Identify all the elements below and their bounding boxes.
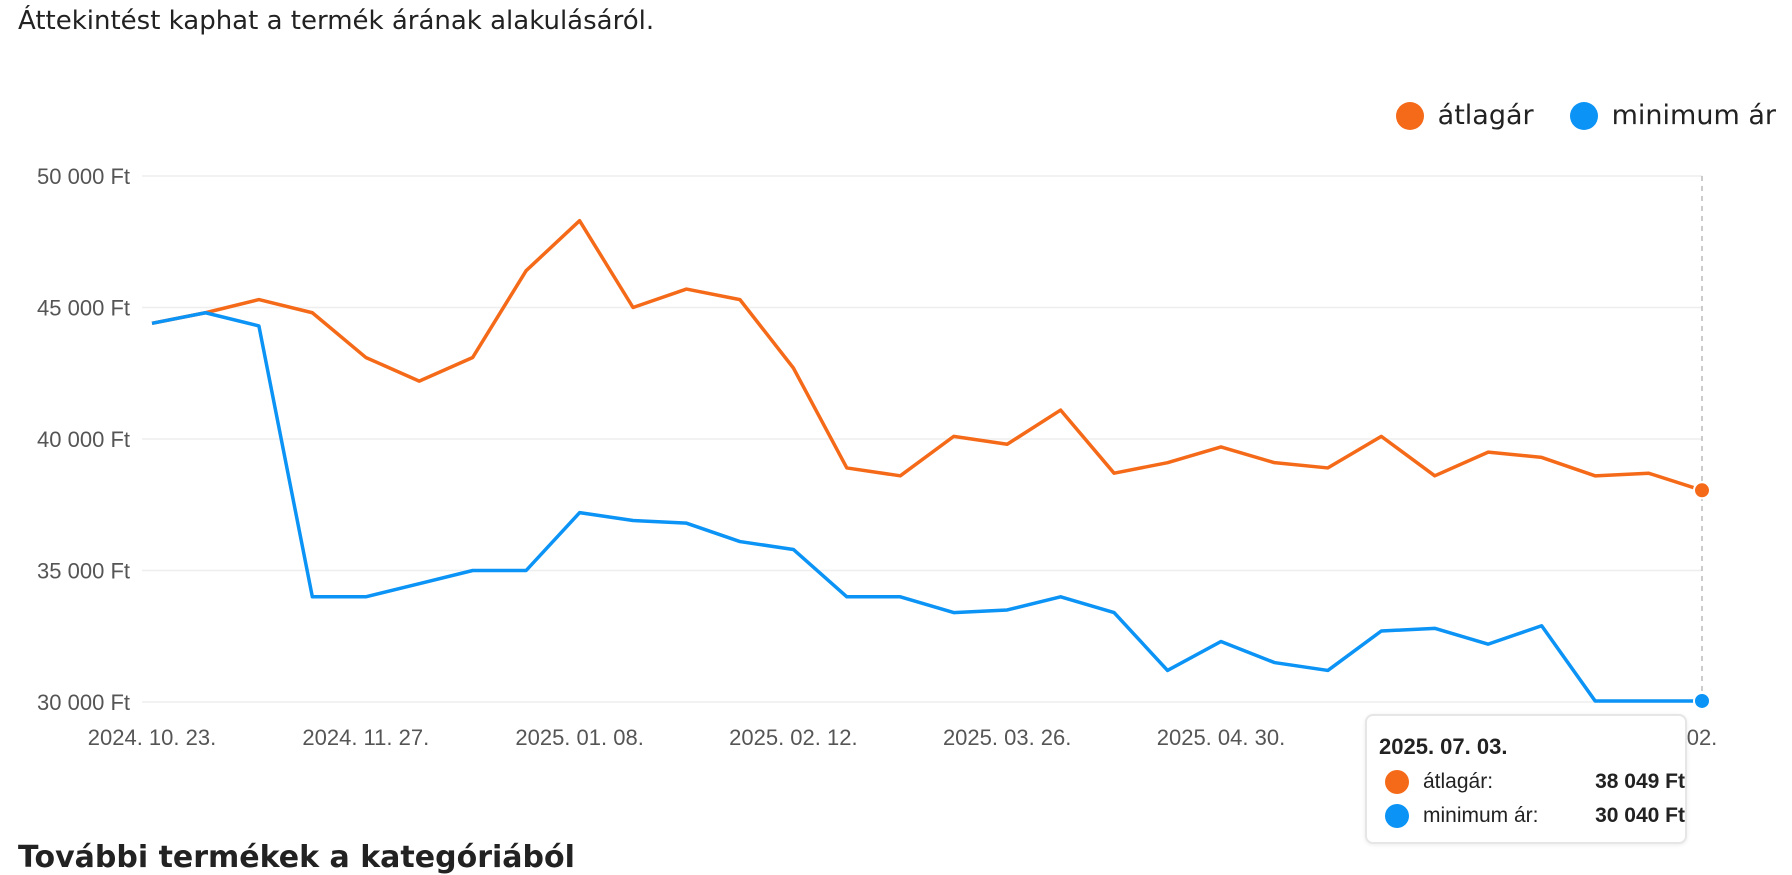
tooltip-value-average: 38 049 Ft (1595, 770, 1685, 793)
y-tick-label: 45 000 Ft (37, 296, 130, 321)
tooltip-dot-average (1385, 770, 1409, 794)
y-tick-label: 40 000 Ft (37, 427, 130, 452)
tooltip-row-minimum: minimum ár: 30 040 Ft (1385, 804, 1685, 828)
tooltip-date: 2025. 07. 03. (1379, 734, 1508, 759)
x-tick-label: 2025. 02. 12. (729, 725, 857, 750)
intro-text: Áttekintést kaphat a termék árának alaku… (18, 6, 655, 36)
legend-item-minimum[interactable]: minimum ár (1569, 100, 1776, 131)
series-line-average (151, 218, 1703, 492)
x-tick-label: 2024. 10. 23. (88, 725, 216, 750)
tooltip-row-average: átlagár: 38 049 Ft (1385, 770, 1685, 794)
tooltip-label-average: átlagár: (1423, 770, 1494, 793)
tooltip-label-minimum: minimum ár: (1423, 804, 1539, 827)
x-tick-label: 2025. 04. 30. (1157, 725, 1285, 750)
x-tick-label: 2025. 03. 26. (943, 725, 1071, 750)
tooltip-dot-minimum (1385, 804, 1409, 828)
x-tick-label: 2024. 11. 27. (302, 725, 429, 750)
price-history-chart[interactable]: 50 000 Ft 45 000 Ft 40 000 Ft 35 000 Ft 30 0… (0, 0, 1792, 760)
x-tick-label: 2025. 01. 08. (515, 725, 643, 750)
highlight-point-minimum (1693, 691, 1711, 710)
y-tick-label: 30 000 Ft (37, 690, 130, 715)
section-title: További termékek a kategóriából (18, 840, 575, 875)
legend-label-minimum: minimum ár (1611, 100, 1776, 131)
chart-tooltip: 2025. 07. 03. átlagár: 38 049 Ft minimum… (1365, 714, 1687, 844)
legend-label-average: átlagár (1437, 100, 1534, 131)
x-tick-label: 02. (1687, 725, 1718, 750)
legend-dot-minimum (1569, 101, 1598, 130)
series-line-minimum (151, 311, 1702, 703)
highlight-point-average (1693, 481, 1711, 500)
legend-item-average[interactable]: átlagár (1395, 100, 1534, 131)
chart-legend: átlagár minimum ár (1395, 100, 1776, 131)
tooltip-value-minimum: 30 040 Ft (1595, 804, 1685, 827)
y-tick-label: 50 000 Ft (37, 164, 130, 189)
legend-dot-average (1395, 101, 1424, 130)
y-tick-label: 35 000 Ft (37, 559, 130, 584)
